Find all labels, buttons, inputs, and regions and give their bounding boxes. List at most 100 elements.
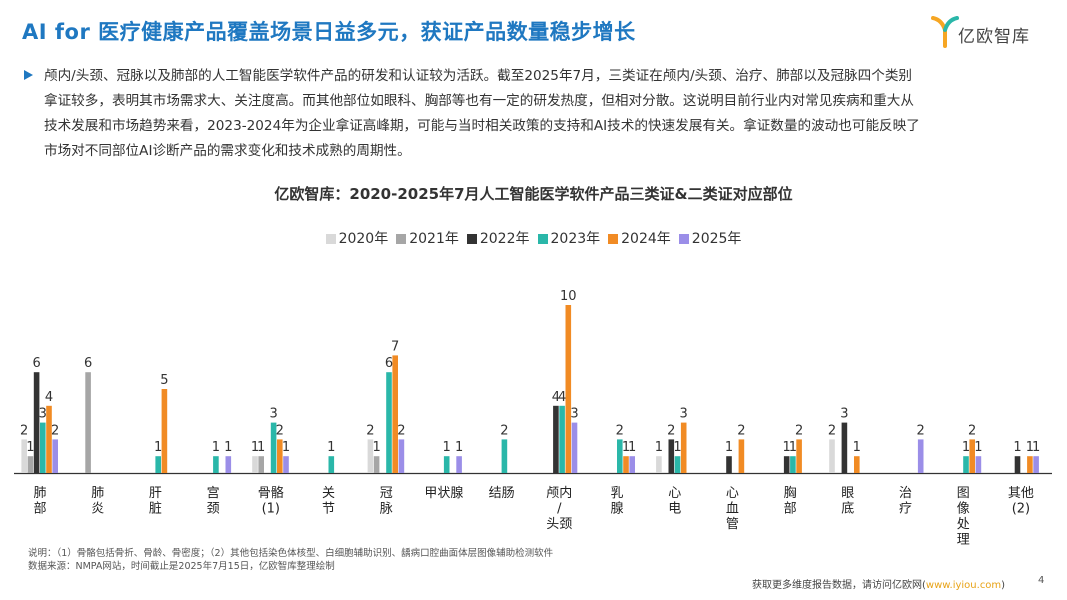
data-label: 1 xyxy=(154,440,162,455)
data-label: 1 xyxy=(257,440,265,455)
bar xyxy=(963,456,969,473)
category-label: 颈 xyxy=(207,502,220,517)
category-label: 宫 xyxy=(207,486,220,501)
legend-item-5: 2025年 xyxy=(678,228,741,248)
bar xyxy=(1014,456,1021,473)
data-label: 1 xyxy=(443,440,451,455)
legend-swatch xyxy=(537,234,548,244)
bar xyxy=(501,439,508,473)
bar xyxy=(33,372,40,473)
category-label: 底 xyxy=(841,501,854,517)
category-label: 骨骼 xyxy=(258,485,284,501)
data-label: 3 xyxy=(680,407,688,422)
bar xyxy=(52,439,58,473)
bar xyxy=(674,456,681,473)
data-label: 3 xyxy=(840,407,848,422)
category-label: 节 xyxy=(322,502,335,517)
bar xyxy=(829,439,835,473)
bar xyxy=(559,405,565,473)
data-label: 10 xyxy=(560,289,577,304)
data-label: 1 xyxy=(251,440,259,455)
category-label: 关 xyxy=(322,486,335,501)
footer-link[interactable]: www.iyiou.com xyxy=(925,580,1002,591)
data-label: 2 xyxy=(51,423,59,438)
bar xyxy=(27,456,34,473)
data-label: 1 xyxy=(725,440,733,455)
bar xyxy=(270,422,277,473)
data-label: 2 xyxy=(917,423,925,438)
bar xyxy=(155,456,161,473)
category-label: 心 xyxy=(668,486,681,501)
data-label: 1 xyxy=(783,440,791,455)
data-label: 2 xyxy=(397,423,405,438)
category-label: 处 xyxy=(957,517,970,532)
logo-text: 亿欧智库 xyxy=(958,27,1030,47)
data-label: 1 xyxy=(212,440,220,455)
bar xyxy=(841,422,848,473)
footer-text: 获取更多维度报告数据，请访问亿欧网(www.iyiou.com) xyxy=(752,576,1005,591)
data-label: 2 xyxy=(667,423,675,438)
bar xyxy=(283,456,289,473)
category-label: 眼 xyxy=(841,486,854,501)
bar xyxy=(392,355,398,473)
data-label: 4 xyxy=(558,390,566,405)
summary-line: 颅内/头颈、冠脉以及肺部的人工智能医学软件产品的研发和认证较为活跃。截至2025… xyxy=(44,68,913,84)
data-label: 2 xyxy=(276,423,284,438)
bar xyxy=(252,456,258,473)
data-label: 6 xyxy=(385,356,393,371)
bar xyxy=(854,456,860,473)
data-label: 2 xyxy=(500,423,508,438)
bar xyxy=(668,439,675,473)
category-label: 肺 xyxy=(33,486,46,501)
bar xyxy=(790,456,796,473)
bar xyxy=(680,422,687,473)
category-label: 甲状腺 xyxy=(424,486,463,501)
legend-label: 2020年 xyxy=(338,231,389,247)
category-label: 脉 xyxy=(380,502,393,517)
bar xyxy=(277,439,283,473)
legend-item-1: 2021年 xyxy=(396,228,459,248)
legend-swatch xyxy=(678,234,689,244)
data-label: 2 xyxy=(366,423,374,438)
category-label: 冠 xyxy=(380,486,393,501)
legend-label: 2022年 xyxy=(479,231,530,247)
bullet-triangle-icon xyxy=(24,70,33,80)
data-label: 1 xyxy=(962,440,970,455)
data-label: 1 xyxy=(974,440,982,455)
bar xyxy=(1033,456,1039,473)
note-line-2: 数据来源：NMPA网站，时间截止是2025年7月15日，亿欧智库整理绘制 xyxy=(28,561,335,572)
category-label: / xyxy=(557,502,562,517)
category-label: 像 xyxy=(957,502,970,517)
bar xyxy=(629,456,635,473)
bar xyxy=(1027,456,1033,473)
category-label: 乳 xyxy=(610,486,623,501)
bar xyxy=(258,456,264,473)
bar xyxy=(367,439,374,473)
data-label: 2 xyxy=(737,423,745,438)
footer-label: 获取更多维度报告数据，请访问亿欧网( xyxy=(752,580,926,591)
bar xyxy=(456,456,462,473)
category-label: (1) xyxy=(262,502,280,517)
data-label: 1 xyxy=(327,440,335,455)
data-label: 5 xyxy=(160,373,168,388)
category-label: (2) xyxy=(1012,502,1030,517)
data-label: 2 xyxy=(968,423,976,438)
data-label: 1 xyxy=(853,440,861,455)
bar xyxy=(46,405,52,473)
data-label: 1 xyxy=(622,440,630,455)
bar xyxy=(443,456,450,473)
category-label: 部 xyxy=(33,502,46,517)
data-label: 2 xyxy=(20,423,28,438)
legend-swatch xyxy=(608,234,619,244)
data-label: 1 xyxy=(224,440,232,455)
data-label: 7 xyxy=(391,339,399,354)
bar xyxy=(969,439,975,473)
legend-label: 2021年 xyxy=(409,231,459,247)
bar xyxy=(161,389,168,473)
data-label: 6 xyxy=(32,356,40,371)
bar xyxy=(796,439,802,473)
bar xyxy=(373,456,380,473)
data-label: 1 xyxy=(1032,440,1040,455)
category-label: 颅内 xyxy=(546,485,572,501)
category-label: 理 xyxy=(957,533,970,548)
